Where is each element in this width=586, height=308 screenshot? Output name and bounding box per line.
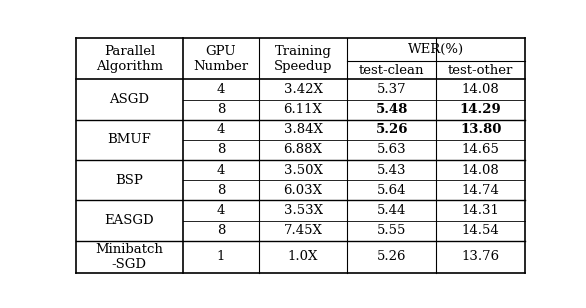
Text: test-other: test-other (448, 64, 513, 77)
Text: 6.88X: 6.88X (284, 144, 322, 156)
Text: 7.45X: 7.45X (284, 224, 322, 237)
Text: 8: 8 (217, 103, 225, 116)
Text: 5.37: 5.37 (377, 83, 407, 96)
Text: 3.42X: 3.42X (284, 83, 322, 96)
Text: 4: 4 (217, 204, 225, 217)
Text: Parallel
Algorithm: Parallel Algorithm (96, 45, 163, 73)
Text: 5.26: 5.26 (377, 250, 407, 263)
Text: 8: 8 (217, 224, 225, 237)
Text: 1.0X: 1.0X (288, 250, 318, 263)
Text: 5.48: 5.48 (376, 103, 408, 116)
Text: 14.74: 14.74 (462, 184, 500, 197)
Text: 14.29: 14.29 (460, 103, 502, 116)
Text: 5.43: 5.43 (377, 164, 407, 177)
Text: 5.26: 5.26 (376, 123, 408, 136)
Text: 4: 4 (217, 123, 225, 136)
Text: 4: 4 (217, 164, 225, 177)
Text: 14.08: 14.08 (462, 83, 500, 96)
Text: Training
Speedup: Training Speedup (274, 45, 332, 73)
Text: 6.03X: 6.03X (284, 184, 322, 197)
Text: 1: 1 (217, 250, 225, 263)
Text: 8: 8 (217, 184, 225, 197)
Text: BSP: BSP (115, 174, 144, 187)
Text: BMUF: BMUF (107, 133, 151, 146)
Text: 6.11X: 6.11X (284, 103, 322, 116)
Text: 5.64: 5.64 (377, 184, 407, 197)
Text: 13.80: 13.80 (460, 123, 502, 136)
Text: 14.31: 14.31 (462, 204, 500, 217)
Text: 14.08: 14.08 (462, 164, 500, 177)
Text: test-clean: test-clean (359, 64, 425, 77)
Text: 5.44: 5.44 (377, 204, 407, 217)
Text: ASGD: ASGD (110, 93, 149, 106)
Text: 13.76: 13.76 (462, 250, 500, 263)
Text: 3.53X: 3.53X (284, 204, 322, 217)
Text: 14.54: 14.54 (462, 224, 500, 237)
Text: 14.65: 14.65 (462, 144, 500, 156)
Text: 5.55: 5.55 (377, 224, 407, 237)
Text: Minibatch
-SGD: Minibatch -SGD (96, 243, 163, 271)
Text: 3.84X: 3.84X (284, 123, 322, 136)
Text: 8: 8 (217, 144, 225, 156)
Text: 4: 4 (217, 83, 225, 96)
Text: EASGD: EASGD (104, 214, 154, 227)
Text: GPU
Number: GPU Number (193, 45, 248, 73)
Text: 5.63: 5.63 (377, 144, 407, 156)
Text: 3.50X: 3.50X (284, 164, 322, 177)
Text: WER(%): WER(%) (408, 43, 464, 56)
